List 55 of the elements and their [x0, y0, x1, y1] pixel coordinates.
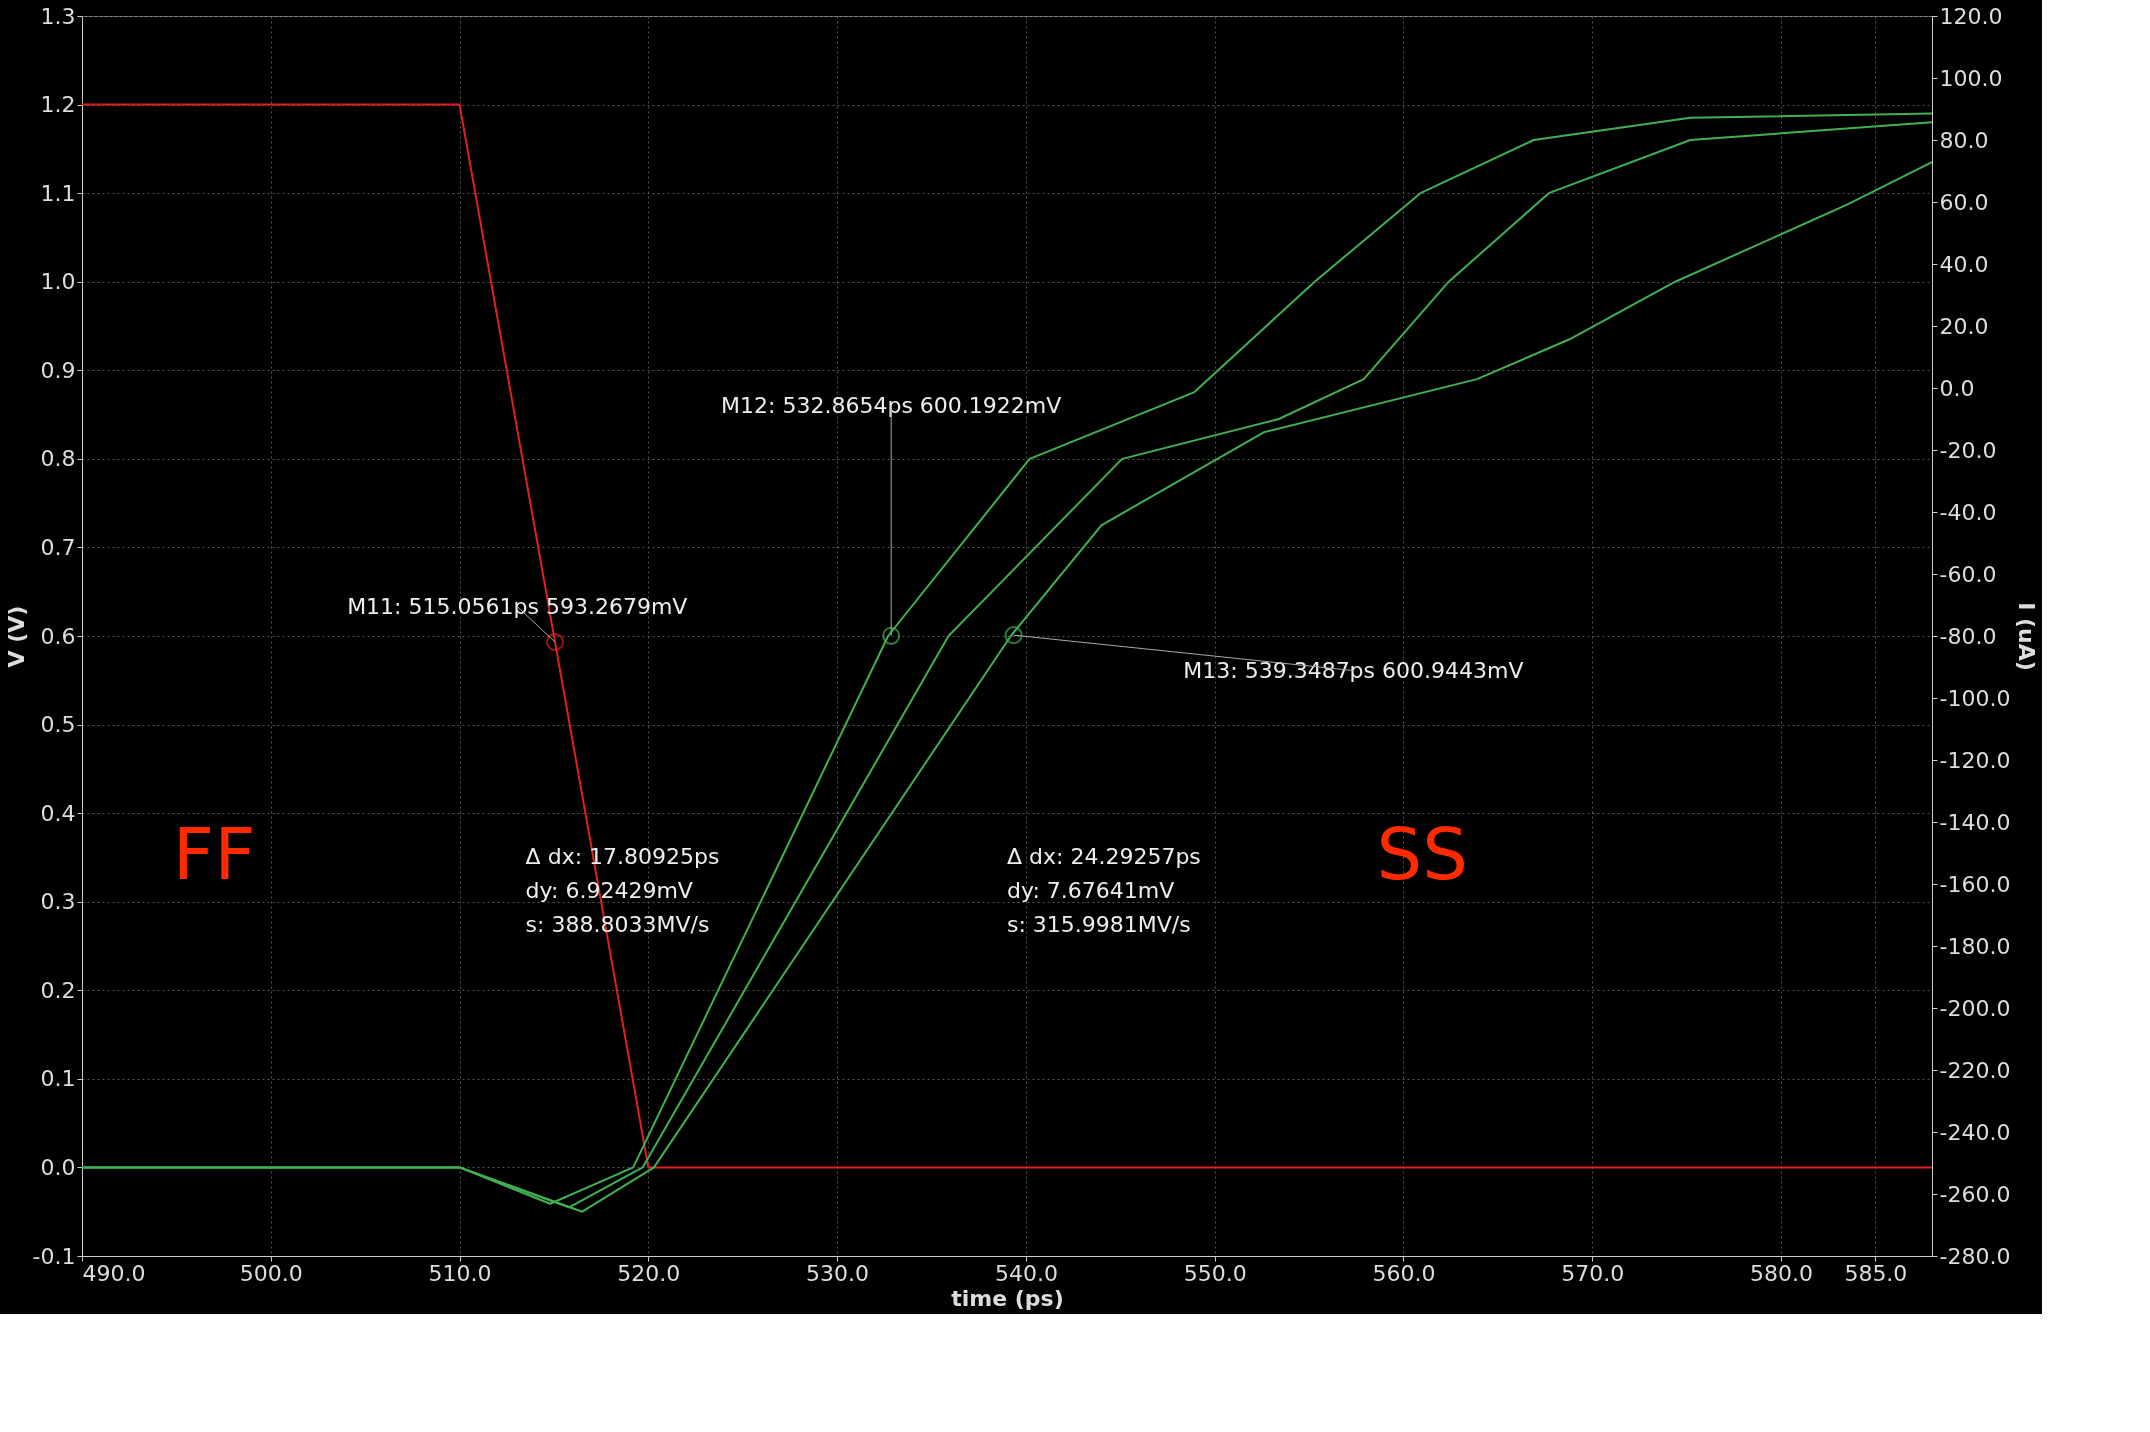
- y2-tick-label: -240.0: [1939, 1119, 2011, 1145]
- y-tick-label: 1.2: [40, 92, 76, 118]
- y2-tick-label: -40.0: [1939, 499, 1997, 525]
- y-tick-label: 1.0: [40, 269, 76, 295]
- y-tick-label: 0.7: [40, 534, 76, 560]
- y2-tick-label: -280.0: [1939, 1243, 2011, 1269]
- y-axis-title: V (V): [3, 605, 29, 668]
- y2-tick-label: -180.0: [1939, 933, 2011, 959]
- x-tick-label: 510.0: [428, 1260, 492, 1286]
- annotation: M12: 532.8654ps 600.1922mV: [721, 392, 1062, 418]
- annotation: SS: [1376, 812, 1469, 897]
- y-tick-label: 0.2: [40, 977, 76, 1003]
- y2-tick-label: -120.0: [1939, 747, 2011, 773]
- annotation: M13: 539.3487ps 600.9443mV: [1183, 657, 1524, 683]
- y2-tick-label: -80.0: [1939, 623, 1997, 649]
- y2-tick-label: 60.0: [1939, 189, 1989, 215]
- x-tick-label: 580.0: [1749, 1260, 1813, 1286]
- x-tick-label: 570.0: [1561, 1260, 1625, 1286]
- x-axis-title: time (ps): [951, 1285, 1064, 1311]
- x-tick-label: 500.0: [239, 1260, 303, 1286]
- y-tick-label: 0.3: [40, 889, 76, 915]
- y-tick-label: 0.0: [40, 1154, 76, 1180]
- y-tick-label: 0.8: [40, 446, 76, 472]
- x-tick-label: 520.0: [617, 1260, 681, 1286]
- y-tick-label: 1.1: [40, 180, 76, 206]
- x-tick-label: 550.0: [1183, 1260, 1247, 1286]
- y-tick-label: 0.4: [40, 800, 76, 826]
- y2-tick-label: -140.0: [1939, 809, 2011, 835]
- y2-tick-label: 20.0: [1939, 313, 1989, 339]
- y-tick-label: -0.1: [32, 1243, 76, 1269]
- x-tick-label: 585.0: [1844, 1260, 1908, 1286]
- x-tick-label: 490.0: [82, 1260, 146, 1286]
- y2-tick-label: 0.0: [1939, 375, 1975, 401]
- y-tick-label: 0.5: [40, 712, 76, 738]
- y2-tick-label: -100.0: [1939, 685, 2011, 711]
- x-tick-label: 530.0: [806, 1260, 870, 1286]
- y2-tick-label: 100.0: [1939, 65, 2003, 91]
- x-tick-label: 540.0: [994, 1260, 1058, 1286]
- y-tick-label: 0.1: [40, 1066, 76, 1092]
- y2-tick-label: -200.0: [1939, 995, 2011, 1021]
- y2-tick-label: -260.0: [1939, 1181, 2011, 1207]
- y2-tick-label: -20.0: [1939, 437, 1997, 463]
- y2-tick-label: 120.0: [1939, 3, 2003, 29]
- y2-axis-title: I (uA): [2014, 602, 2040, 671]
- y-tick-label: 0.9: [40, 357, 76, 383]
- y-tick-label: 0.6: [40, 623, 76, 649]
- y2-tick-label: -60.0: [1939, 561, 1997, 587]
- y2-tick-label: -220.0: [1939, 1057, 2011, 1083]
- y2-tick-label: 80.0: [1939, 127, 1989, 153]
- annotation: FF: [172, 812, 256, 897]
- y2-tick-label: -160.0: [1939, 871, 2011, 897]
- annotation: Δ dx: 24.29257ps dy: 7.67641mV s: 315.9981MV/s: [1007, 844, 1201, 938]
- x-tick-label: 560.0: [1372, 1260, 1436, 1286]
- y-tick-label: 1.3: [40, 3, 76, 29]
- y2-tick-label: 40.0: [1939, 251, 1989, 277]
